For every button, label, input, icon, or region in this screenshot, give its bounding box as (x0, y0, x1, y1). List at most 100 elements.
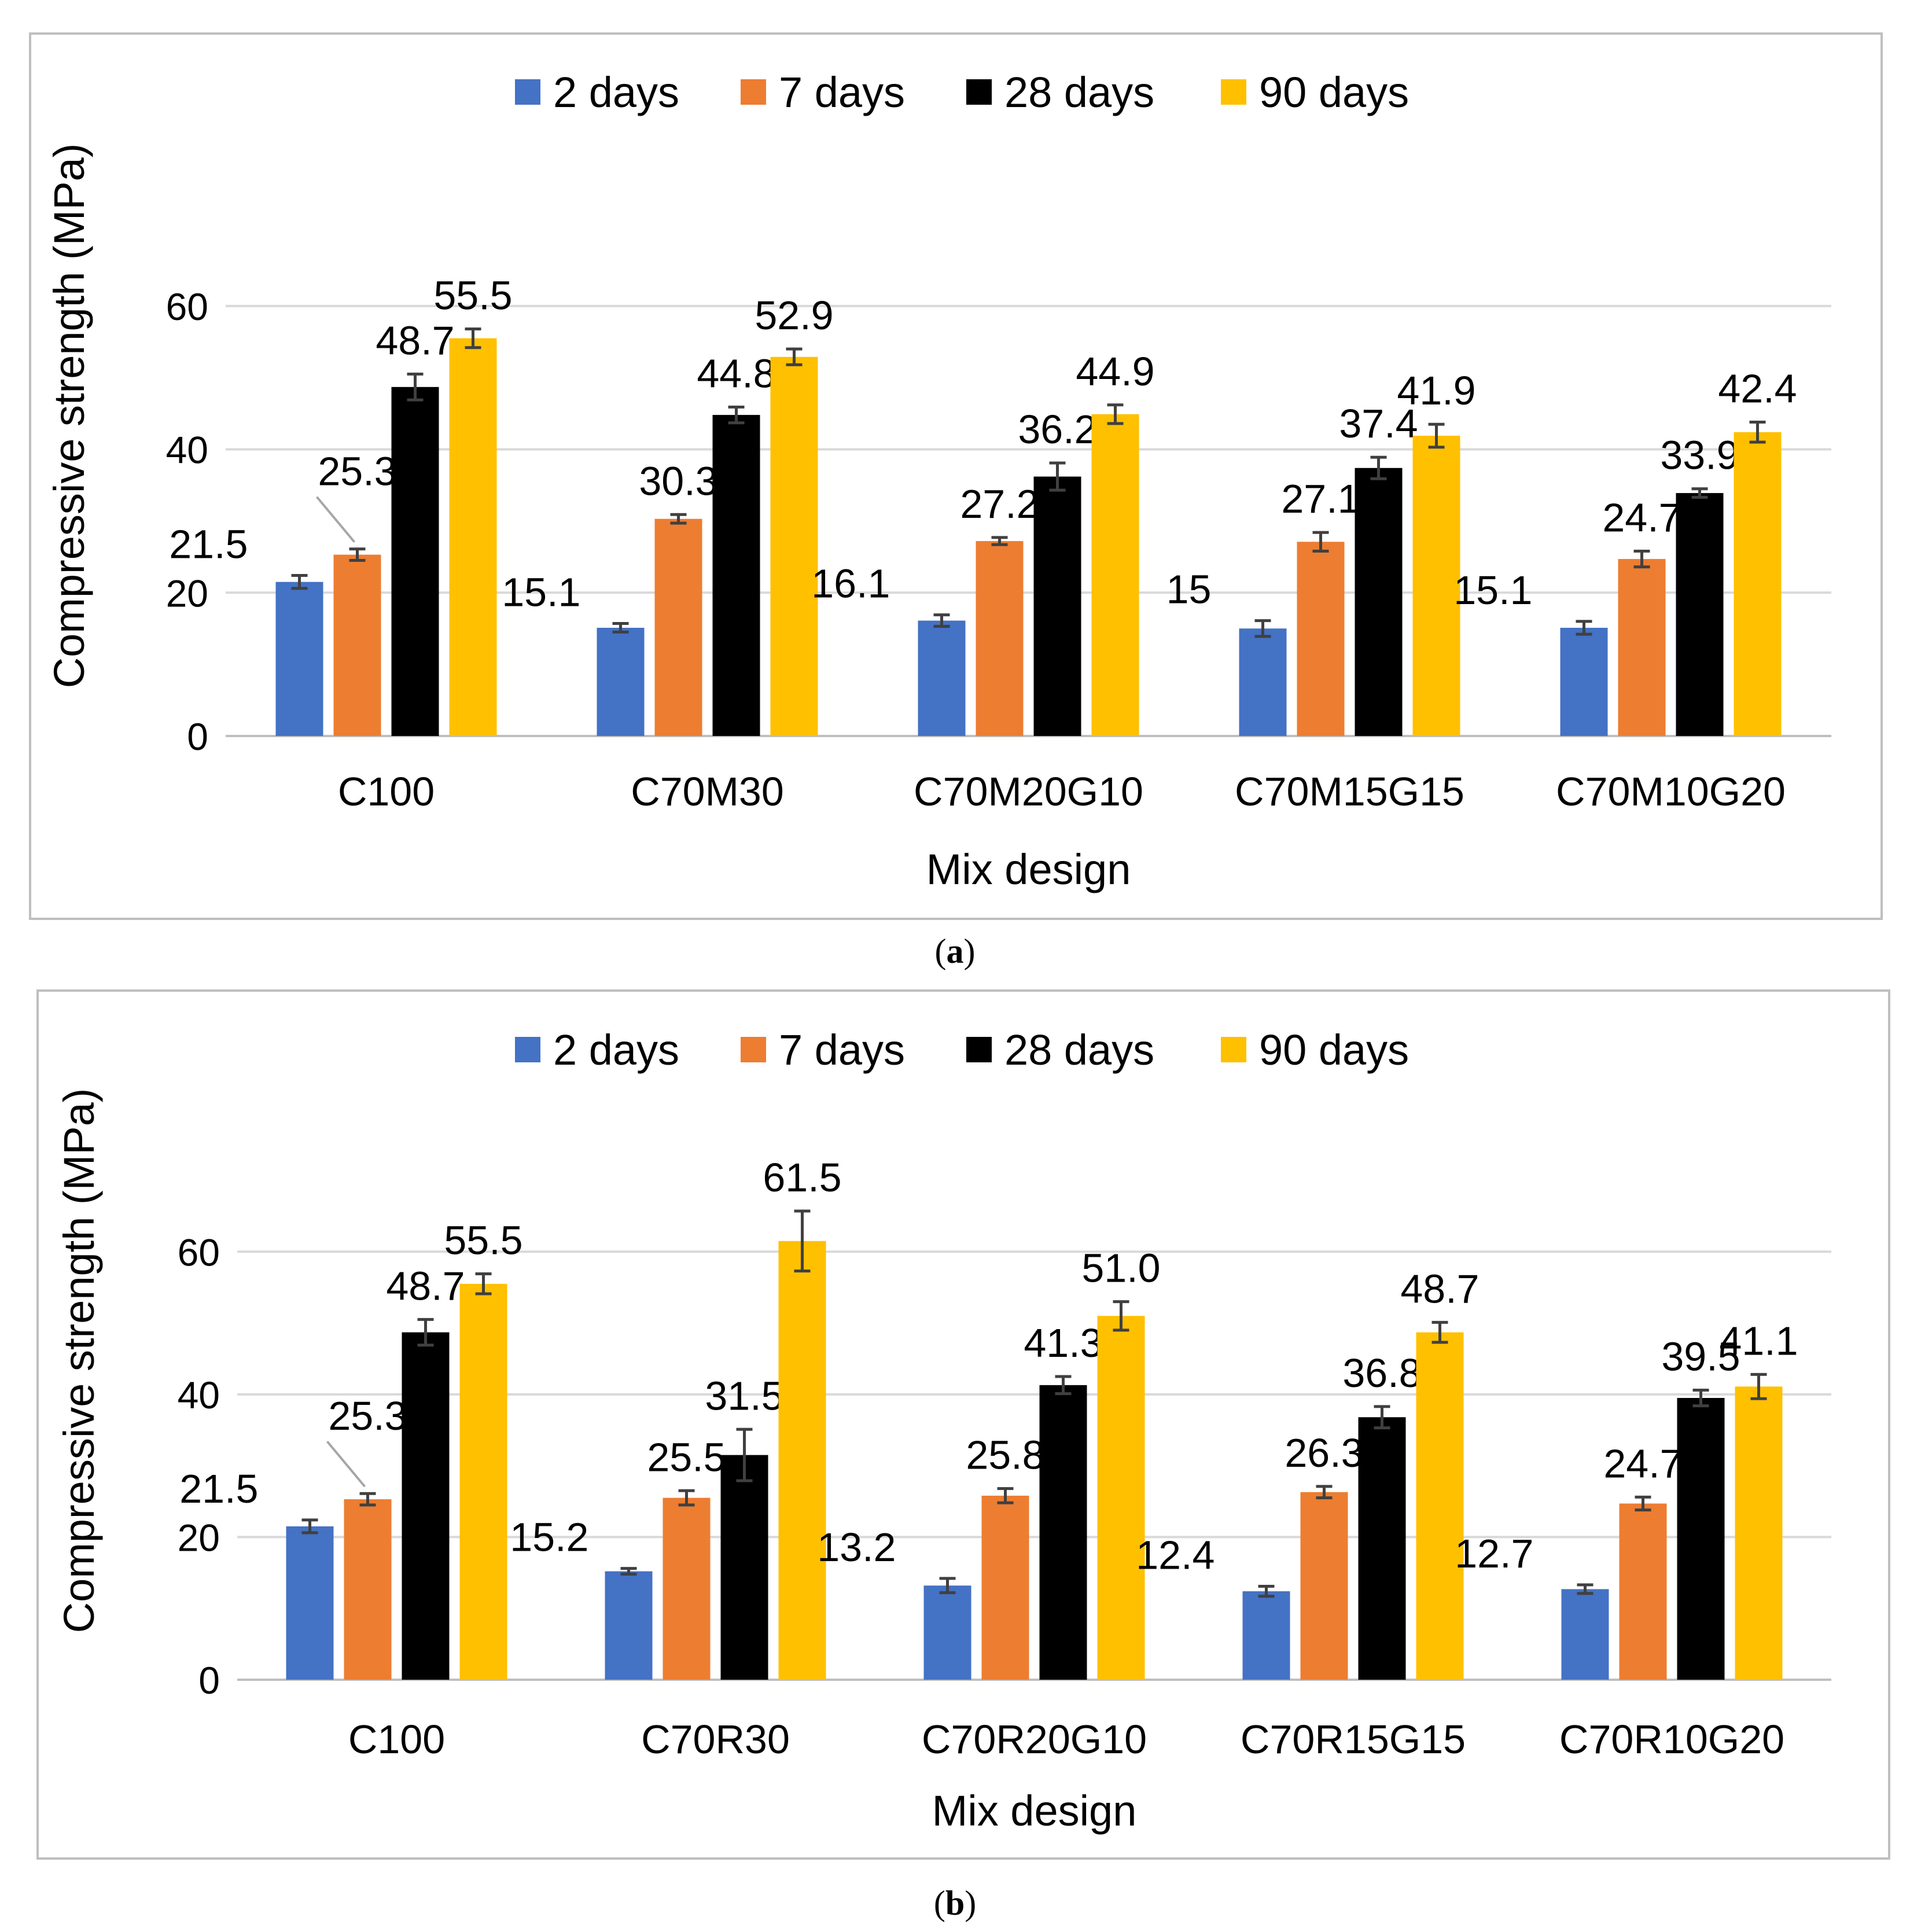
category-label: C70R15G15 (1241, 1717, 1466, 1762)
data-label: 61.5 (763, 1155, 841, 1200)
legend-swatch-3 (1221, 79, 1246, 105)
bar (459, 1283, 507, 1680)
data-label: 39.5 (1661, 1334, 1740, 1379)
legend-swatch-1 (741, 1037, 766, 1062)
bar (597, 627, 645, 736)
bar (1560, 627, 1608, 736)
legend-swatch-2 (966, 79, 992, 105)
category-label: C70M10G20 (1556, 769, 1786, 814)
bar (918, 620, 966, 736)
data-label: 44.9 (1076, 349, 1154, 394)
category-label: C70M15G15 (1235, 769, 1464, 814)
data-label: 16.1 (811, 561, 890, 606)
legend-swatch-1 (741, 79, 766, 105)
legend-entry-2: 28 days (1004, 1026, 1154, 1074)
bar (1676, 493, 1724, 736)
data-label: 48.7 (376, 318, 454, 363)
bar (344, 1499, 392, 1680)
bar (1300, 1492, 1348, 1680)
data-label: 15 (1166, 567, 1212, 612)
data-label: 48.7 (1400, 1266, 1479, 1311)
bar (663, 1497, 711, 1680)
data-label: 25.5 (647, 1434, 726, 1480)
category-label: C100 (338, 769, 435, 814)
bar (1239, 628, 1287, 736)
bar (449, 338, 497, 736)
bar (712, 415, 760, 736)
chart-panel-b: 0 20 40 60 Compressive strength (MPa) Mix des… (0, 984, 1910, 1932)
chart-panel-a: 0 20 40 60 Compressive strength (MPa) Mix des… (29, 32, 1883, 970)
bar (1355, 468, 1403, 736)
data-label: 24.7 (1603, 1441, 1682, 1486)
bar (286, 1526, 334, 1680)
legend-swatch-0 (515, 1037, 540, 1062)
bar (391, 387, 439, 736)
bar (654, 518, 702, 736)
data-label-leader (315, 496, 356, 543)
y-axis-title: Compressive strength (MPa) (45, 143, 93, 689)
data-label: 25.3 (328, 1393, 407, 1438)
chart-a-svg: 0 20 40 60 Compressive strength (MPa) Mix des… (29, 32, 1883, 920)
y-tick-label: 0 (198, 1659, 220, 1702)
bar (605, 1571, 653, 1680)
bar (1412, 436, 1460, 736)
y-tick-label: 40 (166, 429, 208, 472)
bar (976, 541, 1024, 736)
bar (1735, 1386, 1783, 1680)
data-label: 21.5 (169, 522, 248, 567)
data-label: 25.3 (318, 449, 396, 494)
bar (1091, 414, 1139, 736)
chart-b-svg: 0 20 40 60 Compressive strength (MPa) Mix des… (36, 989, 1890, 1860)
bar (1039, 1385, 1087, 1680)
data-label: 42.4 (1718, 366, 1797, 411)
category-label: C70R30 (641, 1717, 790, 1762)
caption-b: (b) (933, 1884, 977, 1922)
legend-entry-1: 7 days (779, 1026, 905, 1074)
data-label: 24.7 (1602, 495, 1681, 540)
bar (778, 1241, 826, 1680)
bar (275, 582, 323, 736)
data-label: 12.4 (1136, 1532, 1215, 1577)
data-label: 15.1 (1453, 568, 1532, 613)
data-label: 33.9 (1660, 433, 1739, 478)
bar (720, 1455, 768, 1680)
y-tick-label: 60 (178, 1231, 220, 1274)
data-label: 55.5 (433, 273, 512, 318)
legend-entry-0: 2 days (553, 68, 679, 116)
category-label: C70R20G10 (922, 1717, 1147, 1762)
data-label: 27.2 (960, 481, 1039, 527)
x-axis-title: Mix design (932, 1787, 1137, 1835)
data-label: 48.7 (386, 1263, 465, 1308)
y-axis-title: Compressive strength (MPa) (55, 1088, 103, 1633)
data-label: 44.8 (697, 351, 775, 396)
y-tick-label: 20 (178, 1516, 220, 1559)
data-label: 55.5 (444, 1218, 522, 1263)
data-label: 26.3 (1285, 1430, 1363, 1475)
chart-frame (36, 989, 1890, 1860)
data-label: 41.9 (1397, 368, 1475, 413)
legend-swatch-0 (515, 79, 540, 105)
data-label: 15.2 (510, 1515, 588, 1560)
bar (1097, 1316, 1145, 1680)
bar (1677, 1398, 1725, 1680)
bar (1734, 432, 1782, 736)
data-label: 36.2 (1018, 407, 1096, 452)
data-label: 36.8 (1342, 1350, 1421, 1396)
category-label: C70M20G10 (914, 769, 1143, 814)
category-label: C70R10G20 (1559, 1717, 1784, 1762)
y-tick-label: 60 (166, 285, 208, 328)
data-label: 12.7 (1455, 1531, 1533, 1576)
legend-entry-3: 90 days (1259, 1026, 1409, 1074)
bar (1561, 1589, 1609, 1680)
data-label: 30.3 (639, 458, 717, 503)
data-label: 13.2 (817, 1525, 896, 1570)
y-tick-label: 40 (178, 1374, 220, 1416)
legend-swatch-3 (1221, 1037, 1246, 1062)
data-label: 41.3 (1024, 1320, 1102, 1366)
y-tick-label: 20 (166, 572, 208, 614)
bar (1618, 559, 1666, 736)
x-axis-title: Mix design (926, 845, 1131, 893)
bar (1033, 476, 1081, 736)
bar (1358, 1417, 1406, 1680)
legend-entry-2: 28 days (1004, 68, 1154, 116)
